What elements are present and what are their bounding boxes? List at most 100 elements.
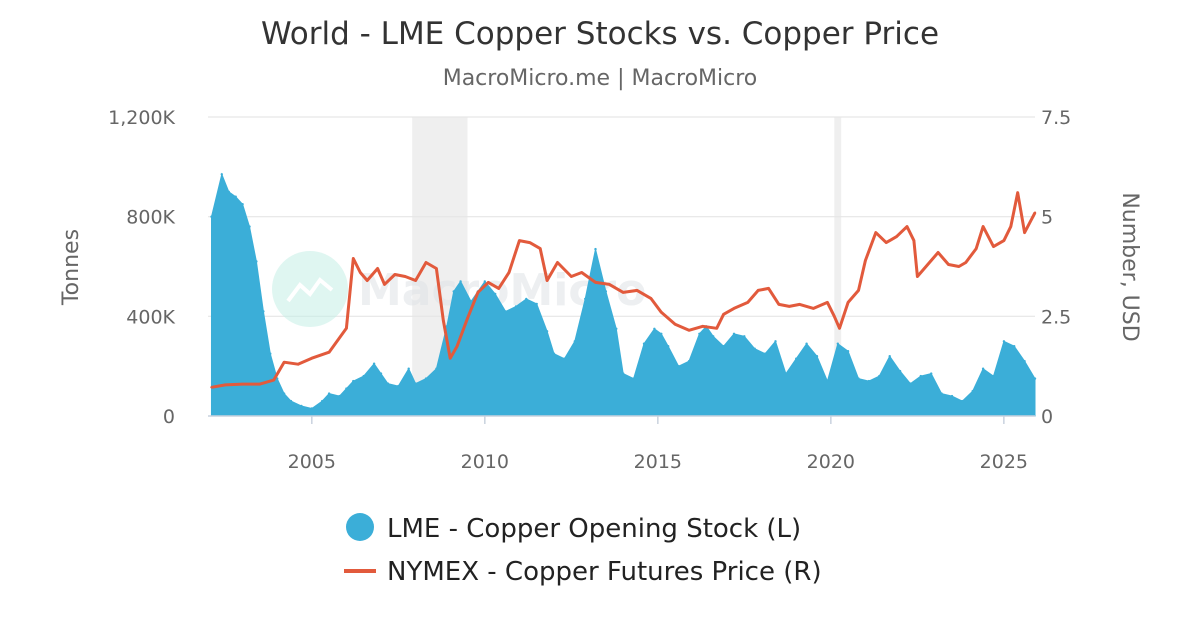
- price-point: [992, 245, 995, 248]
- stocks-point: [210, 215, 213, 218]
- price-point: [241, 382, 244, 386]
- y-left-tick-label: 1,200K: [108, 107, 175, 129]
- stocks-point: [262, 310, 265, 313]
- x-tick-label: 2020: [807, 451, 855, 473]
- stocks-point: [504, 310, 507, 313]
- price-point: [404, 275, 407, 278]
- price-point: [442, 319, 445, 322]
- stocks-point: [241, 203, 244, 206]
- y-left-tick-label: 800K: [126, 207, 175, 229]
- shaded-period-1: [834, 117, 842, 416]
- stocks-point: [653, 327, 656, 330]
- stocks-area-series: [210, 172, 1037, 417]
- y-left-tick-label: 400K: [126, 306, 175, 328]
- stocks-point: [898, 369, 902, 373]
- stocks-point: [469, 300, 473, 303]
- stocks-point: [857, 377, 860, 380]
- price-point: [649, 297, 653, 300]
- price-point: [687, 329, 691, 332]
- price-point: [874, 231, 877, 234]
- stocks-point: [594, 247, 597, 251]
- price-point: [366, 279, 369, 282]
- stocks-point: [712, 335, 715, 338]
- price-point: [957, 265, 961, 268]
- stocks-point: [763, 352, 767, 355]
- y-left-axis-title: Tonnes: [59, 229, 84, 306]
- price-point: [580, 271, 583, 274]
- price-point: [466, 317, 469, 320]
- stocks-point: [407, 367, 410, 370]
- stocks-point: [220, 173, 223, 176]
- stocks-point: [698, 332, 701, 335]
- price-point: [895, 235, 898, 238]
- y-right-tick-label: 2.5: [1041, 306, 1071, 328]
- x-tick-label: 2025: [980, 451, 1028, 473]
- stocks-point: [494, 292, 497, 296]
- stocks-point: [774, 340, 777, 343]
- stocks-point: [846, 350, 850, 353]
- price-point: [224, 383, 227, 387]
- y-right-tick-label: 7.5: [1041, 107, 1071, 129]
- stocks-point: [327, 392, 331, 395]
- stocks-point: [414, 382, 417, 385]
- price-point: [282, 361, 286, 364]
- stocks-point: [992, 374, 995, 378]
- price-line-series: [210, 191, 1037, 389]
- stocks-point: [234, 195, 237, 198]
- stocks-point: [919, 374, 922, 378]
- stocks-point: [1033, 377, 1037, 380]
- stocks-point: [878, 374, 881, 378]
- price-point: [777, 303, 781, 306]
- price-point: [635, 289, 639, 292]
- price-point: [507, 271, 511, 274]
- legend-item-stocks[interactable]: LME - Copper Opening Stock (L): [346, 513, 801, 544]
- stocks-point: [338, 394, 341, 398]
- stocks-point: [815, 355, 819, 358]
- stocks-point: [445, 325, 448, 328]
- stocks-point: [950, 394, 954, 398]
- stocks-point: [795, 357, 798, 360]
- price-point: [449, 357, 452, 360]
- price-point: [757, 289, 760, 292]
- stocks-point: [743, 335, 746, 338]
- price-point: [476, 291, 480, 294]
- stocks-point: [379, 372, 383, 375]
- price-point: [455, 345, 459, 348]
- legend-item-price[interactable]: NYMEX - Copper Futures Price (R): [344, 557, 822, 587]
- stocks-point: [604, 290, 608, 293]
- stocks-point: [545, 330, 549, 333]
- price-point: [1002, 239, 1006, 242]
- price-point: [981, 225, 985, 228]
- price-point: [622, 291, 625, 294]
- price-point: [798, 303, 801, 306]
- stocks-point: [732, 332, 736, 335]
- price-point: [732, 307, 736, 310]
- price-point: [673, 323, 677, 326]
- price-point: [905, 225, 909, 228]
- price-point: [435, 267, 438, 270]
- price-point: [912, 239, 916, 242]
- price-point: [327, 351, 331, 354]
- stocks-point: [345, 387, 348, 390]
- stocks-point: [362, 374, 365, 378]
- price-point: [1023, 231, 1026, 234]
- y-right-tick-label: 5: [1041, 207, 1053, 229]
- x-tick-label: 2010: [461, 451, 509, 473]
- price-point: [545, 279, 549, 282]
- legend[interactable]: LME - Copper Opening Stock (L) NYMEX - C…: [344, 513, 822, 587]
- price-point: [885, 241, 888, 244]
- price-point: [393, 273, 397, 276]
- price-point: [833, 315, 836, 318]
- price-point: [359, 271, 362, 274]
- watermark-logo-mark: [286, 277, 334, 303]
- price-point: [936, 251, 940, 254]
- stocks-point: [227, 190, 230, 193]
- price-point: [376, 267, 379, 270]
- price-point: [518, 239, 521, 242]
- watermark-logo-icon: [272, 251, 348, 327]
- price-point: [556, 261, 559, 264]
- price-point: [296, 363, 300, 366]
- price-point: [1009, 225, 1012, 228]
- stocks-point: [1013, 345, 1016, 348]
- stocks-point: [722, 345, 725, 348]
